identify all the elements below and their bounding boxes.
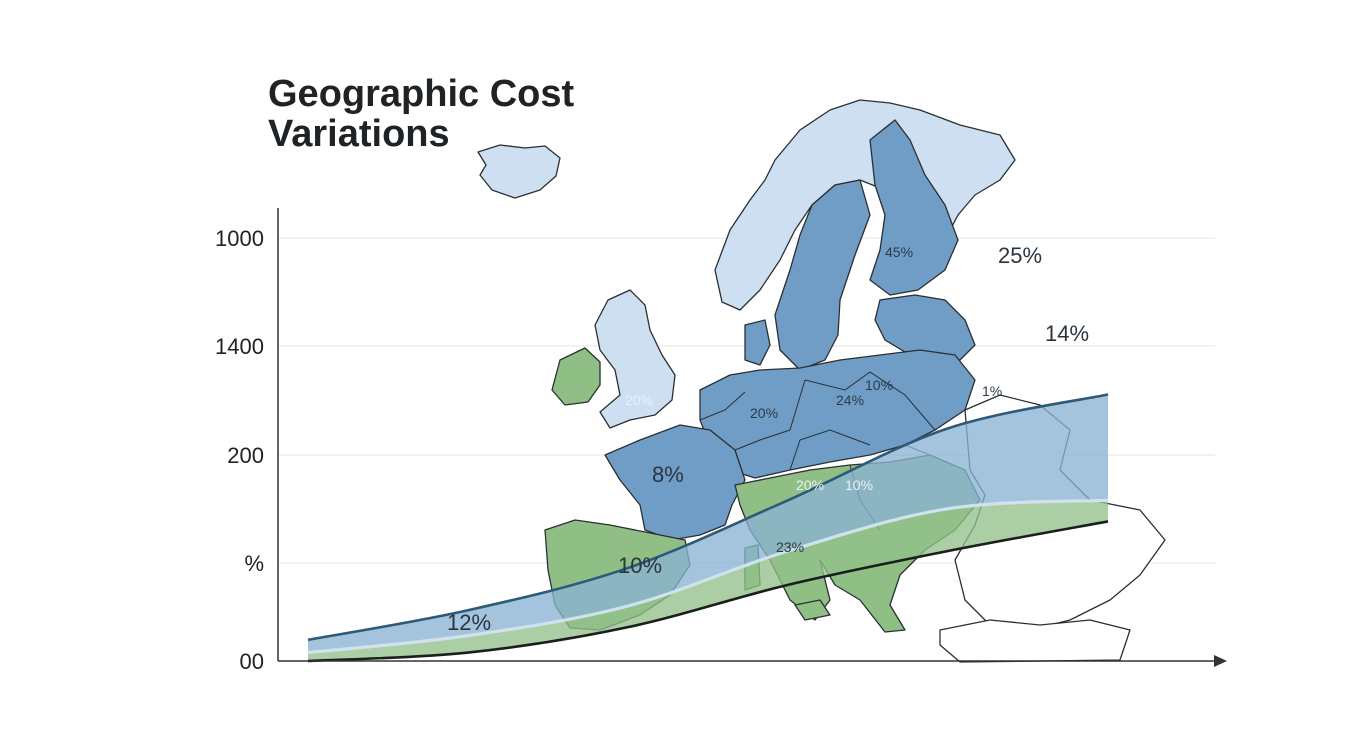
annotation-label: 25% (998, 243, 1042, 268)
sweden-shape (774, 179, 871, 371)
chart-title-line-1: Geographic Cost (268, 73, 574, 115)
annotation-label: 12% (447, 610, 491, 635)
series-line-2 (307, 498, 1109, 655)
annotation-label: 1% (982, 383, 1002, 399)
y-tick-label: 1400 (215, 334, 264, 359)
sicily-shape (794, 599, 831, 621)
y-tick-label: 1000 (215, 226, 264, 251)
blue-band-area (308, 394, 1108, 653)
annotation-label: 10% (865, 377, 893, 393)
y-tick-label: 00 (240, 649, 264, 674)
finland-shape (869, 119, 959, 296)
turkey-shape (939, 619, 1131, 663)
annotation-label: 8% (652, 462, 684, 487)
annotation-label: 45% (885, 244, 913, 260)
uk-shape (594, 289, 676, 429)
series-line-3 (307, 520, 1109, 663)
denmark-shape (744, 319, 771, 366)
iceland-shape (477, 144, 561, 199)
series-lines (307, 393, 1109, 663)
annotations: 25%14%8%10%12%45%10%24%20%20%1%20% 10%23% (447, 243, 1089, 635)
annotation-label: 14% (1045, 321, 1089, 346)
annotation-label: 23% (776, 539, 804, 555)
ireland-shape (551, 347, 601, 406)
y-tick-label: % (244, 551, 264, 576)
y-tick-labels: 1000 1400 200% 00 (215, 226, 264, 674)
annotation-label: 20% (796, 477, 824, 493)
chart-title-line-2: Variations (268, 113, 450, 155)
series-line-1 (307, 393, 1109, 642)
axes (277, 208, 1227, 667)
annotation-label: 20% (750, 405, 778, 421)
annotation-label: 20% (625, 392, 653, 408)
france-shape (604, 424, 746, 541)
annotation-label: 10% (618, 553, 662, 578)
x-axis-arrow (1214, 655, 1227, 667)
annotation-label: 10% (845, 477, 873, 493)
y-tick-label: 200 (227, 443, 264, 468)
baltics-shape (874, 294, 976, 361)
annotation-label: 24% (836, 392, 864, 408)
